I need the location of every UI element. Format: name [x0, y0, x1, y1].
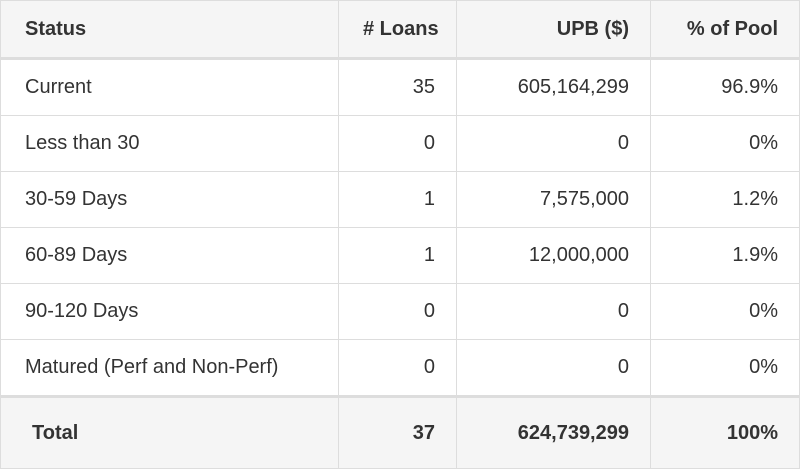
cell-loans: 1	[338, 227, 457, 284]
cell-loans: 35	[338, 58, 457, 116]
cell-status: Matured (Perf and Non-Perf)	[0, 339, 339, 397]
cell-loans: 0	[338, 283, 457, 340]
header-status: Status	[0, 0, 339, 60]
total-loans: 37	[338, 395, 457, 469]
table-header: Status # Loans UPB ($) % of Pool	[0, 0, 800, 60]
cell-upb: 0	[456, 115, 651, 172]
table-row: 30-59 Days 1 7,575,000 1.2%	[0, 171, 800, 228]
cell-upb: 12,000,000	[456, 227, 651, 284]
header-pct-pool: % of Pool	[650, 0, 800, 60]
cell-pct: 1.2%	[650, 171, 800, 228]
table-row: 90-120 Days 0 0 0%	[0, 283, 800, 340]
cell-status: 90-120 Days	[0, 283, 339, 340]
table-row: Less than 30 0 0 0%	[0, 115, 800, 172]
total-pct: 100%	[650, 395, 800, 469]
table-footer: Total 37 624,739,299 100%	[0, 395, 800, 469]
table-body: Current 35 605,164,299 96.9% Less than 3…	[0, 58, 800, 397]
total-upb: 624,739,299	[456, 395, 651, 469]
table-row: Matured (Perf and Non-Perf) 0 0 0%	[0, 339, 800, 397]
table-row: 60-89 Days 1 12,000,000 1.9%	[0, 227, 800, 284]
cell-pct: 1.9%	[650, 227, 800, 284]
total-label: Total	[0, 395, 339, 469]
total-row: Total 37 624,739,299 100%	[0, 395, 800, 469]
cell-pct: 0%	[650, 115, 800, 172]
cell-loans: 0	[338, 339, 457, 397]
cell-status: Current	[0, 58, 339, 116]
cell-status: 60-89 Days	[0, 227, 339, 284]
header-loans: # Loans	[338, 0, 457, 60]
table-row: Current 35 605,164,299 96.9%	[0, 58, 800, 116]
header-upb: UPB ($)	[456, 0, 651, 60]
cell-loans: 0	[338, 115, 457, 172]
cell-upb: 0	[456, 283, 651, 340]
cell-pct: 96.9%	[650, 58, 800, 116]
cell-upb: 0	[456, 339, 651, 397]
cell-loans: 1	[338, 171, 457, 228]
header-row: Status # Loans UPB ($) % of Pool	[0, 0, 800, 60]
cell-pct: 0%	[650, 283, 800, 340]
cell-status: 30-59 Days	[0, 171, 339, 228]
cell-pct: 0%	[650, 339, 800, 397]
cell-status: Less than 30	[0, 115, 339, 172]
cell-upb: 605,164,299	[456, 58, 651, 116]
cell-upb: 7,575,000	[456, 171, 651, 228]
